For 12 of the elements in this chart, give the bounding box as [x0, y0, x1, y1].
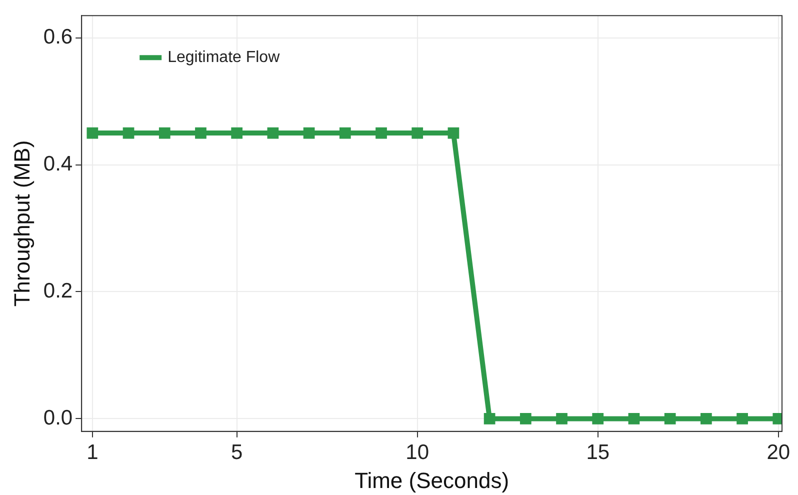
y-tick-label: 0.2: [43, 280, 73, 303]
x-tick-label: 5: [230, 440, 243, 464]
y-tick-label: 0.4: [43, 152, 73, 176]
y-axis-title: Throughput (MB): [9, 140, 34, 307]
y-tick-label: 0.0: [43, 406, 73, 430]
x-tick-label: 10: [406, 440, 430, 464]
x-tick-label: 1: [86, 440, 98, 464]
x-tick-label: 15: [586, 440, 610, 464]
legend-label: Legitimate Flow: [168, 49, 280, 66]
x-axis-title: Time (Seconds): [354, 468, 510, 493]
x-tick-label: 20: [766, 440, 790, 464]
y-tick-label: 0.6: [43, 26, 73, 49]
